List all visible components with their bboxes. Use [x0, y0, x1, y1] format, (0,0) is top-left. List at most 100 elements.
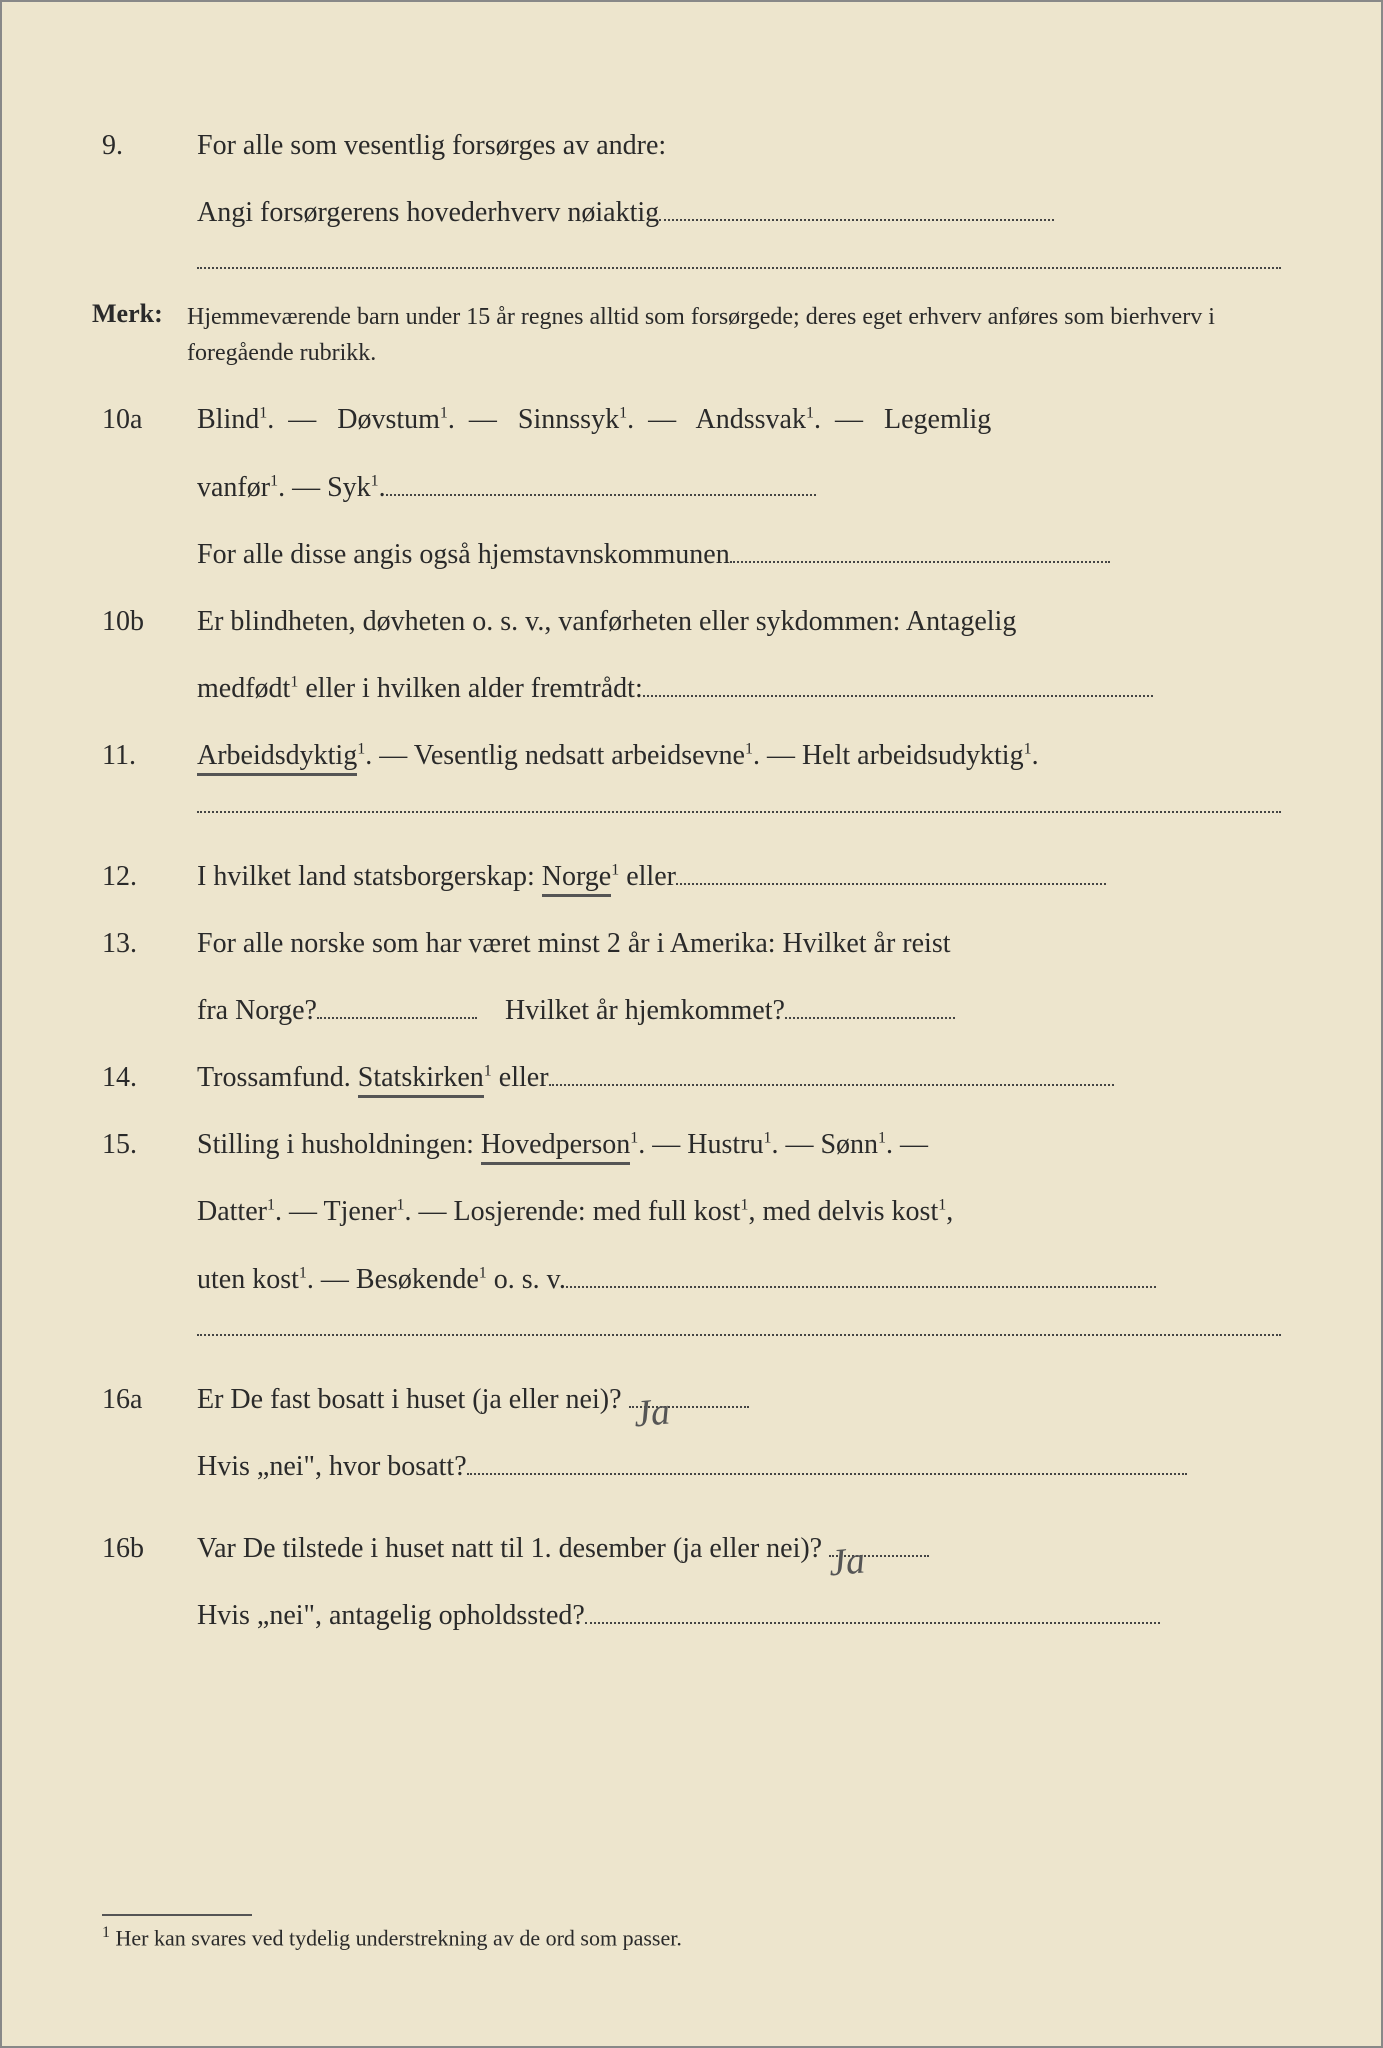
- q15-text1: Stilling i husholdningen:: [197, 1129, 481, 1160]
- q16a-answer-blank[interactable]: Ja: [629, 1406, 749, 1408]
- q10a-content: Blind1. — Døvstum1. — Sinnssyk1. — Andss…: [197, 386, 1291, 453]
- q10a-number: 10a: [92, 386, 197, 453]
- q16b-answer: Ja: [825, 1516, 869, 1610]
- merk-label: Merk:: [92, 299, 187, 329]
- q16a-line2b: , hvor bosatt?: [315, 1451, 467, 1482]
- q13-blank2[interactable]: [785, 1017, 955, 1019]
- q11-mid: . — Vesentlig nedsatt arbeidsevne: [365, 740, 745, 771]
- q15-losj[interactable]: . — Losjerende: med full kost: [405, 1196, 741, 1227]
- footnote-text: Her kan svares ved tydelig understreknin…: [116, 1925, 682, 1950]
- q16a-blank[interactable]: [467, 1473, 1187, 1475]
- q10a-line2: vanfør1. — Syk1.: [197, 454, 1291, 521]
- q9-row: 9. For alle som vesentlig forsørges av a…: [92, 112, 1291, 179]
- q10b-row: 10b Er blindheten, døvheten o. s. v., va…: [92, 588, 1291, 655]
- q10a-row: 10a Blind1. — Døvstum1. — Sinnssyk1. — A…: [92, 386, 1291, 453]
- q13-line2b: Hvilket år hjemkommet?: [505, 995, 785, 1026]
- q16b-number: 16b: [92, 1515, 197, 1582]
- q15-uten[interactable]: uten kost: [197, 1264, 299, 1295]
- q10b-line2b: eller i hvilken alder fremtrådt:: [298, 673, 642, 704]
- q11-opt1[interactable]: Arbeidsdyktig: [197, 740, 357, 776]
- q16a-line1: Er De fast bosatt i huset (ja eller nei)…: [197, 1384, 629, 1415]
- q15-opt1[interactable]: Hovedperson: [481, 1129, 630, 1165]
- q16a-row: 16a Er De fast bosatt i huset (ja eller …: [92, 1366, 1291, 1433]
- q15-number: 15.: [92, 1111, 197, 1178]
- q15-delvis[interactable]: , med delvis kost: [748, 1196, 938, 1227]
- q10a-opt1[interactable]: Blind: [197, 404, 259, 435]
- q16a-nei: „nei": [257, 1451, 315, 1482]
- q13-blank1[interactable]: [317, 1017, 477, 1019]
- q16a-answer: Ja: [630, 1366, 674, 1460]
- q15-datter[interactable]: Datter: [197, 1196, 267, 1227]
- q12-content: I hvilket land statsborgerskap: Norge1 e…: [197, 843, 1291, 910]
- q10b-number: 10b: [92, 588, 197, 655]
- q13-line2a: fra Norge?: [197, 995, 317, 1026]
- q9-line2: Angi forsørgerens hovederhverv nøiaktig: [197, 179, 1291, 246]
- q14-number: 14.: [92, 1044, 197, 1111]
- q16b-answer-blank[interactable]: Ja: [829, 1555, 929, 1557]
- q10a-opt2[interactable]: Døvstum: [337, 404, 440, 435]
- q16a-line2a: Hvis: [197, 1451, 257, 1482]
- q15-tjener[interactable]: . — Tjener: [275, 1196, 397, 1227]
- q11-full-blank[interactable]: [197, 810, 1281, 813]
- q16b-blank[interactable]: [585, 1622, 1160, 1624]
- q14-text1: Trossamfund.: [197, 1062, 358, 1093]
- q16b-content: Var De tilstede i huset natt til 1. dese…: [197, 1515, 1291, 1582]
- q10a-opt3[interactable]: Sinnssyk: [518, 404, 619, 435]
- footnote-marker: 1: [102, 1924, 110, 1941]
- q10b-medfodt[interactable]: medfødt: [197, 673, 290, 704]
- q16a-line2: Hvis „nei", hvor bosatt?: [197, 1433, 1291, 1500]
- q10a-opt4[interactable]: Andssvak: [696, 404, 806, 435]
- q11-row: 11. Arbeidsdyktig1. — Vesentlig nedsatt …: [92, 722, 1291, 789]
- q12-text1: I hvilket land statsborgerskap:: [197, 861, 542, 892]
- q10a-line3: For alle disse angis også hjemstavnskomm…: [197, 521, 1291, 588]
- q15-mid2[interactable]: . — Sønn: [771, 1129, 878, 1160]
- census-form-page: 9. For alle som vesentlig forsørges av a…: [0, 0, 1383, 2048]
- q10a-blank2[interactable]: [730, 561, 1110, 563]
- merk-row: Merk: Hjemmeværende barn under 15 år reg…: [92, 299, 1291, 371]
- q13-line2: fra Norge? Hvilket år hjemkommet?: [197, 977, 1291, 1044]
- q16b-nei: „nei": [257, 1600, 315, 1631]
- q15-mid3: . —: [886, 1129, 928, 1160]
- q15-content: Stilling i husholdningen: Hovedperson1. …: [197, 1111, 1291, 1178]
- q16a-content: Er De fast bosatt i huset (ja eller nei)…: [197, 1366, 1291, 1433]
- q10b-blank[interactable]: [643, 695, 1153, 697]
- q16b-line1: Var De tilstede i huset natt til 1. dese…: [197, 1533, 829, 1564]
- q16b-line2a: Hvis: [197, 1600, 257, 1631]
- q13-line1: For alle norske som har været minst 2 år…: [197, 910, 1291, 977]
- footnote-rule: [102, 1914, 252, 1916]
- q13-row: 13. For alle norske som har været minst …: [92, 910, 1291, 977]
- q12-text2: eller: [619, 861, 676, 892]
- q11-end: . — Helt arbeidsudyktig: [753, 740, 1024, 771]
- footnote: 1 Her kan svares ved tydelig understrekn…: [102, 1914, 682, 1951]
- q15-row: 15. Stilling i husholdningen: Hovedperso…: [92, 1111, 1291, 1178]
- q12-row: 12. I hvilket land statsborgerskap: Norg…: [92, 843, 1291, 910]
- q14-text2: eller: [492, 1062, 549, 1093]
- q9-blank[interactable]: [659, 219, 1054, 221]
- q10a-blank1[interactable]: [386, 494, 816, 496]
- q14-row: 14. Trossamfund. Statskirken1 eller: [92, 1044, 1291, 1111]
- q15-besok[interactable]: . — Besøkende: [307, 1264, 479, 1295]
- q15-line3: uten kost1. — Besøkende1 o. s. v.: [197, 1246, 1291, 1313]
- q15-full-blank[interactable]: [197, 1333, 1281, 1336]
- q10a-vanfor[interactable]: vanfør: [197, 472, 270, 503]
- q10b-line1: Er blindheten, døvheten o. s. v., vanfør…: [197, 588, 1291, 655]
- q15-blank[interactable]: [566, 1286, 1156, 1288]
- q12-opt[interactable]: Norge: [542, 861, 611, 897]
- q14-opt[interactable]: Statskirken: [358, 1062, 484, 1098]
- q14-blank[interactable]: [549, 1084, 1114, 1086]
- q16b-line2b: , antagelig opholdssted?: [315, 1600, 585, 1631]
- q15-line2: Datter1. — Tjener1. — Losjerende: med fu…: [197, 1178, 1291, 1245]
- q10a-opt5[interactable]: Legemlig: [884, 404, 991, 435]
- q9-number: 9.: [92, 112, 197, 179]
- q16b-line2: Hvis „nei", antagelig opholdssted?: [197, 1582, 1291, 1649]
- q14-content: Trossamfund. Statskirken1 eller: [197, 1044, 1291, 1111]
- q12-number: 12.: [92, 843, 197, 910]
- q11-number: 11.: [92, 722, 197, 789]
- q9-line1: For alle som vesentlig forsørges av andr…: [197, 112, 1291, 179]
- q10a-line3-text: For alle disse angis også hjemstavnskomm…: [197, 539, 730, 570]
- q9-full-blank[interactable]: [197, 266, 1281, 269]
- q12-blank[interactable]: [676, 883, 1106, 885]
- q15-mid1[interactable]: . — Hustru: [638, 1129, 763, 1160]
- q16a-number: 16a: [92, 1366, 197, 1433]
- q10a-syk[interactable]: Syk: [327, 472, 371, 503]
